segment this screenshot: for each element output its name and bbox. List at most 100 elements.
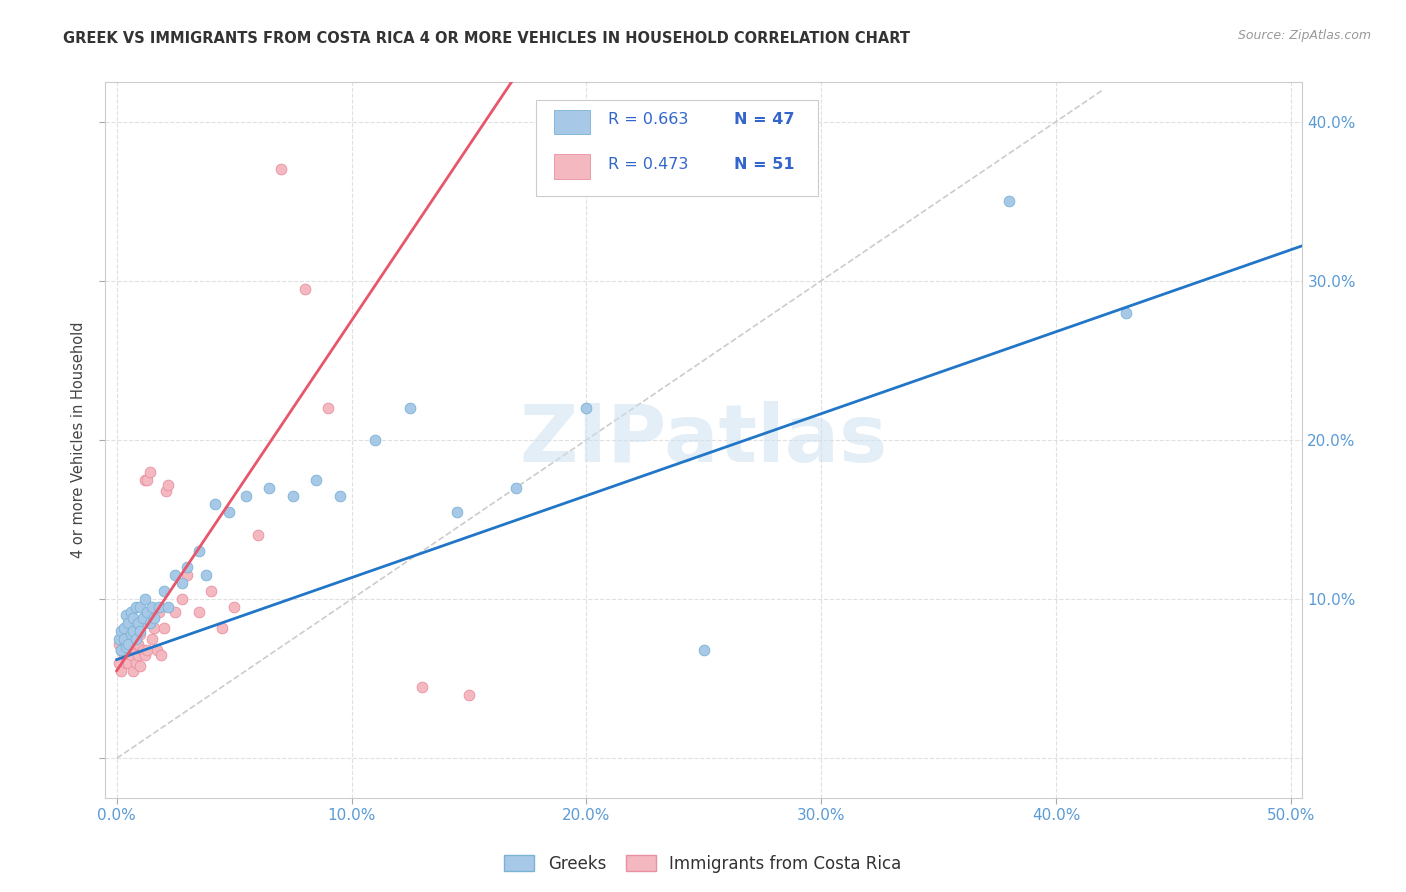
Point bbox=[505, 481, 527, 495]
Point bbox=[187, 544, 209, 558]
Point bbox=[122, 640, 145, 654]
Point bbox=[124, 656, 146, 670]
Point bbox=[129, 624, 152, 638]
Point bbox=[124, 637, 146, 651]
Point bbox=[115, 640, 138, 654]
Point bbox=[131, 615, 153, 630]
Point bbox=[143, 621, 166, 635]
Point bbox=[998, 194, 1021, 209]
Point bbox=[136, 605, 159, 619]
Point bbox=[143, 611, 166, 625]
Point bbox=[575, 401, 598, 416]
Point bbox=[117, 640, 139, 654]
Point bbox=[152, 584, 174, 599]
Point bbox=[108, 637, 131, 651]
Point bbox=[110, 643, 132, 657]
Point bbox=[218, 505, 240, 519]
Point bbox=[120, 637, 142, 651]
Point bbox=[259, 481, 281, 495]
Point bbox=[110, 664, 132, 678]
Point bbox=[115, 621, 138, 635]
Point bbox=[112, 621, 135, 635]
Bar bbox=[536, 100, 817, 196]
Point bbox=[235, 489, 257, 503]
Point bbox=[172, 576, 194, 591]
Point bbox=[120, 648, 142, 662]
Point bbox=[172, 592, 194, 607]
Text: Source: ZipAtlas.com: Source: ZipAtlas.com bbox=[1237, 29, 1371, 42]
Point bbox=[120, 605, 142, 619]
Point bbox=[246, 528, 269, 542]
Point bbox=[124, 632, 146, 646]
Point bbox=[127, 615, 149, 630]
Bar bbox=[554, 154, 591, 178]
Point bbox=[187, 605, 209, 619]
Point bbox=[129, 627, 152, 641]
Point bbox=[134, 592, 156, 607]
Point bbox=[127, 648, 149, 662]
Point bbox=[316, 401, 339, 416]
Text: ZIPatlas: ZIPatlas bbox=[520, 401, 887, 479]
Point bbox=[211, 621, 233, 635]
Point bbox=[124, 621, 146, 635]
Point bbox=[115, 608, 138, 623]
Point bbox=[148, 605, 170, 619]
Point bbox=[117, 615, 139, 630]
Point bbox=[112, 632, 135, 646]
Point bbox=[294, 282, 316, 296]
Point bbox=[224, 600, 246, 615]
Point bbox=[110, 624, 132, 638]
Point bbox=[110, 643, 132, 657]
Point bbox=[204, 497, 226, 511]
Point bbox=[152, 621, 174, 635]
Point bbox=[129, 659, 152, 673]
Point bbox=[176, 568, 198, 582]
Point bbox=[136, 473, 159, 487]
Point bbox=[127, 637, 149, 651]
Point bbox=[117, 637, 139, 651]
Point bbox=[141, 600, 163, 615]
Point bbox=[138, 465, 160, 479]
Point bbox=[165, 568, 187, 582]
Point bbox=[200, 584, 222, 599]
Point bbox=[115, 656, 138, 670]
Point bbox=[145, 643, 167, 657]
Point bbox=[122, 621, 145, 635]
Point bbox=[112, 648, 135, 662]
Text: GREEK VS IMMIGRANTS FROM COSTA RICA 4 OR MORE VEHICLES IN HOUSEHOLD CORRELATION : GREEK VS IMMIGRANTS FROM COSTA RICA 4 OR… bbox=[63, 31, 910, 46]
Point bbox=[141, 632, 163, 646]
Point bbox=[136, 643, 159, 657]
Point bbox=[176, 560, 198, 574]
Point bbox=[150, 648, 173, 662]
Point bbox=[157, 600, 180, 615]
Bar bbox=[554, 110, 591, 134]
Point bbox=[122, 624, 145, 638]
Point bbox=[270, 162, 292, 177]
Point bbox=[148, 600, 170, 615]
Point bbox=[693, 643, 716, 657]
Point bbox=[134, 648, 156, 662]
Point bbox=[1115, 306, 1137, 320]
Point bbox=[399, 401, 422, 416]
Point bbox=[108, 656, 131, 670]
Point bbox=[117, 627, 139, 641]
Point bbox=[458, 688, 481, 702]
Text: R = 0.473: R = 0.473 bbox=[607, 157, 689, 172]
Legend: Greeks, Immigrants from Costa Rica: Greeks, Immigrants from Costa Rica bbox=[498, 848, 908, 880]
Y-axis label: 4 or more Vehicles in Household: 4 or more Vehicles in Household bbox=[72, 322, 86, 558]
Point bbox=[134, 473, 156, 487]
Point bbox=[281, 489, 304, 503]
Text: N = 51: N = 51 bbox=[734, 157, 794, 172]
Point bbox=[364, 433, 387, 447]
Point bbox=[157, 477, 180, 491]
Point bbox=[122, 611, 145, 625]
Point bbox=[131, 643, 153, 657]
Point bbox=[122, 664, 145, 678]
Point bbox=[155, 483, 177, 498]
Point bbox=[117, 656, 139, 670]
Point bbox=[165, 605, 187, 619]
Point bbox=[124, 600, 146, 615]
Point bbox=[129, 600, 152, 615]
Point bbox=[108, 632, 131, 646]
Point bbox=[112, 632, 135, 646]
